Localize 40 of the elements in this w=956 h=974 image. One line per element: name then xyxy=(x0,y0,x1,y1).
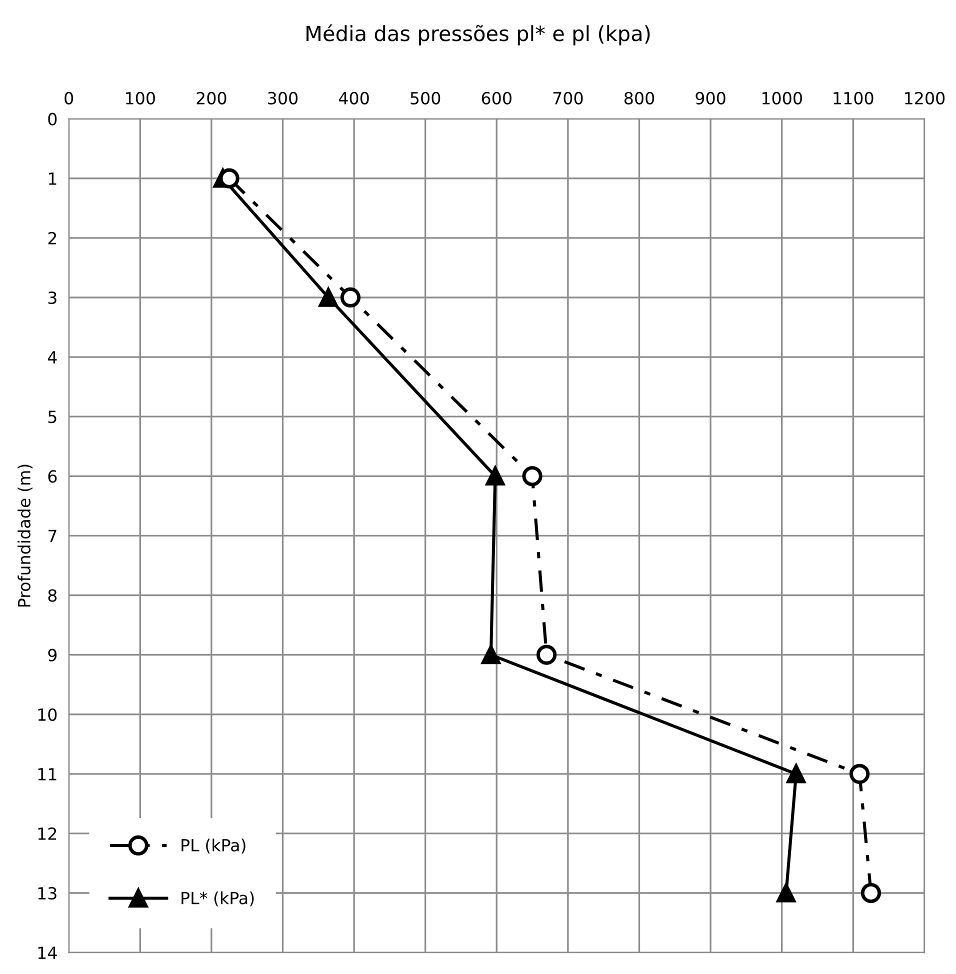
x-tick-label: 800 xyxy=(624,92,654,104)
y-tick-label: 12 xyxy=(38,827,56,840)
point xyxy=(486,466,505,486)
y-tick-label: 10 xyxy=(38,708,57,721)
point xyxy=(536,644,557,665)
x-tick-label: 300 xyxy=(268,92,298,104)
point xyxy=(850,764,870,784)
point xyxy=(522,466,542,486)
y-tick-label: 7 xyxy=(48,530,56,542)
point xyxy=(860,882,882,904)
x-tick-label: 900 xyxy=(696,92,726,104)
x-tick-label: 600 xyxy=(482,92,512,104)
y-tick-label: 3 xyxy=(48,291,56,304)
y-tick-label: 5 xyxy=(48,410,56,424)
y-tick-label: 1 xyxy=(48,172,56,185)
chart-title: Média das pressões pl* e pl (kpa) xyxy=(306,24,650,46)
x-tick-label: 700 xyxy=(553,92,583,104)
x-tick-label: 400 xyxy=(338,92,369,104)
y-tick-label: 0 xyxy=(48,112,57,126)
point xyxy=(340,287,361,308)
y-tick-label: 13 xyxy=(38,886,56,900)
point xyxy=(482,645,500,664)
x-tick-label: 100 xyxy=(126,92,155,104)
legend-label: PL (kPa) xyxy=(182,838,246,854)
y-tick-label: 2 xyxy=(48,232,56,244)
y-tick-label: 11 xyxy=(38,768,56,780)
x-tick-label: 500 xyxy=(410,92,440,104)
y-tick-label: 9 xyxy=(48,648,57,662)
y-tick-label: 6 xyxy=(48,470,57,483)
x-tick-label: 0 xyxy=(64,92,74,104)
y-tick-label: 14 xyxy=(38,946,57,959)
x-tick-label: 200 xyxy=(196,92,226,104)
y-tick-label: 8 xyxy=(48,589,57,602)
x-tick-label: 1100 xyxy=(834,92,874,104)
y-tick-label: 4 xyxy=(48,351,57,364)
legend-label: PL* (kPa) xyxy=(182,891,254,906)
point xyxy=(776,884,796,902)
x-tick-label: 1200 xyxy=(905,92,945,104)
x-tick-label: 1000 xyxy=(762,92,802,104)
y-axis-title: Profundidade (m) xyxy=(18,464,32,606)
